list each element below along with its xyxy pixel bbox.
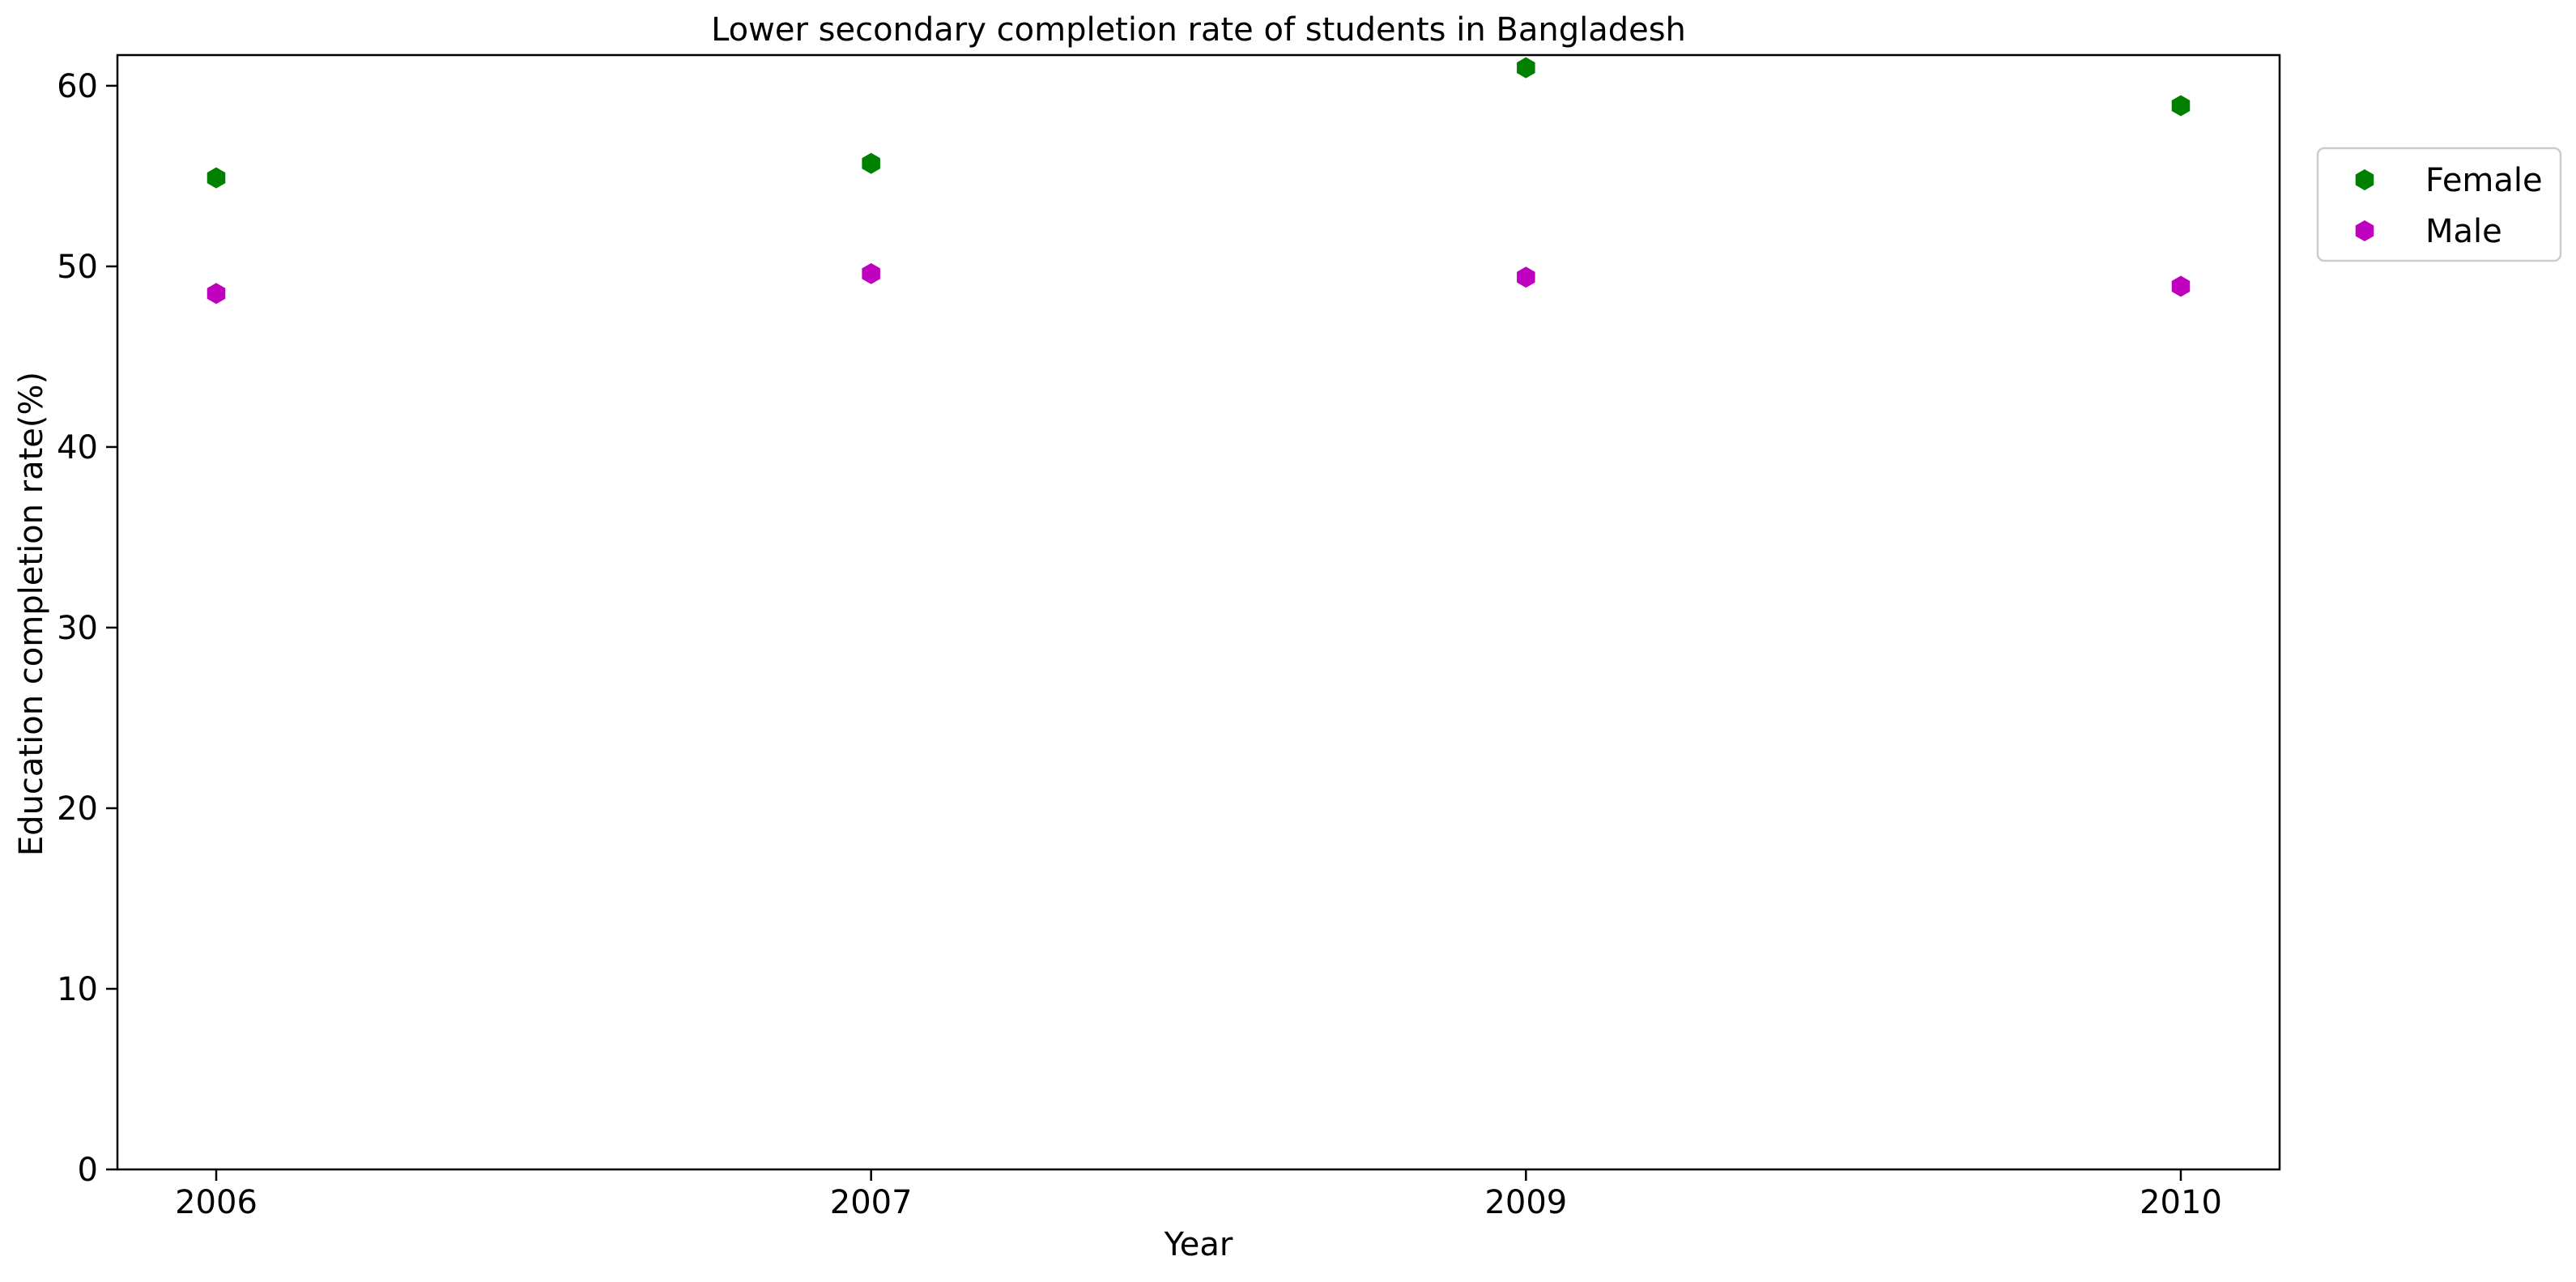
legend-marker-female (2355, 169, 2374, 190)
y-tick-label: 30 (57, 610, 98, 647)
data-point-male (207, 283, 226, 305)
x-tick-label: 2006 (175, 1184, 258, 1221)
x-tick-label: 2007 (830, 1184, 913, 1221)
axes-layer: 2006 2007 2009 2010 0 10 20 30 40 50 60 (57, 68, 2222, 1221)
legend: Female Male (2316, 147, 2562, 262)
data-point-female (207, 167, 226, 189)
data-point-female (2171, 95, 2191, 117)
legend-frame (2316, 147, 2562, 262)
y-tick-label: 0 (78, 1152, 98, 1189)
legend-label-male: Male (2425, 213, 2502, 250)
y-tick-label: 50 (57, 249, 98, 286)
y-tick-label: 10 (57, 971, 98, 1008)
y-tick-label: 20 (57, 790, 98, 828)
legend-label-female: Female (2425, 162, 2543, 199)
data-points-layer (207, 57, 2191, 305)
y-tick-label: 60 (57, 68, 98, 105)
legend-items: Female Male (2355, 162, 2543, 250)
chart-title: Lower secondary completion rate of stude… (711, 11, 1686, 49)
y-tick-label: 40 (57, 429, 98, 466)
y-axis-title: Education completion rate(%) (13, 372, 50, 856)
data-point-male (1517, 266, 1535, 288)
plot-area-frame (116, 53, 2281, 1171)
legend-marker-male (2355, 220, 2374, 241)
x-tick-label: 2010 (2140, 1184, 2222, 1221)
data-point-female (1517, 57, 1535, 79)
data-point-female (862, 152, 880, 174)
data-point-male (862, 262, 880, 284)
x-tick-label: 2009 (1484, 1184, 1567, 1221)
data-point-male (2171, 275, 2191, 297)
x-axis-title: Year (1164, 1226, 1233, 1263)
